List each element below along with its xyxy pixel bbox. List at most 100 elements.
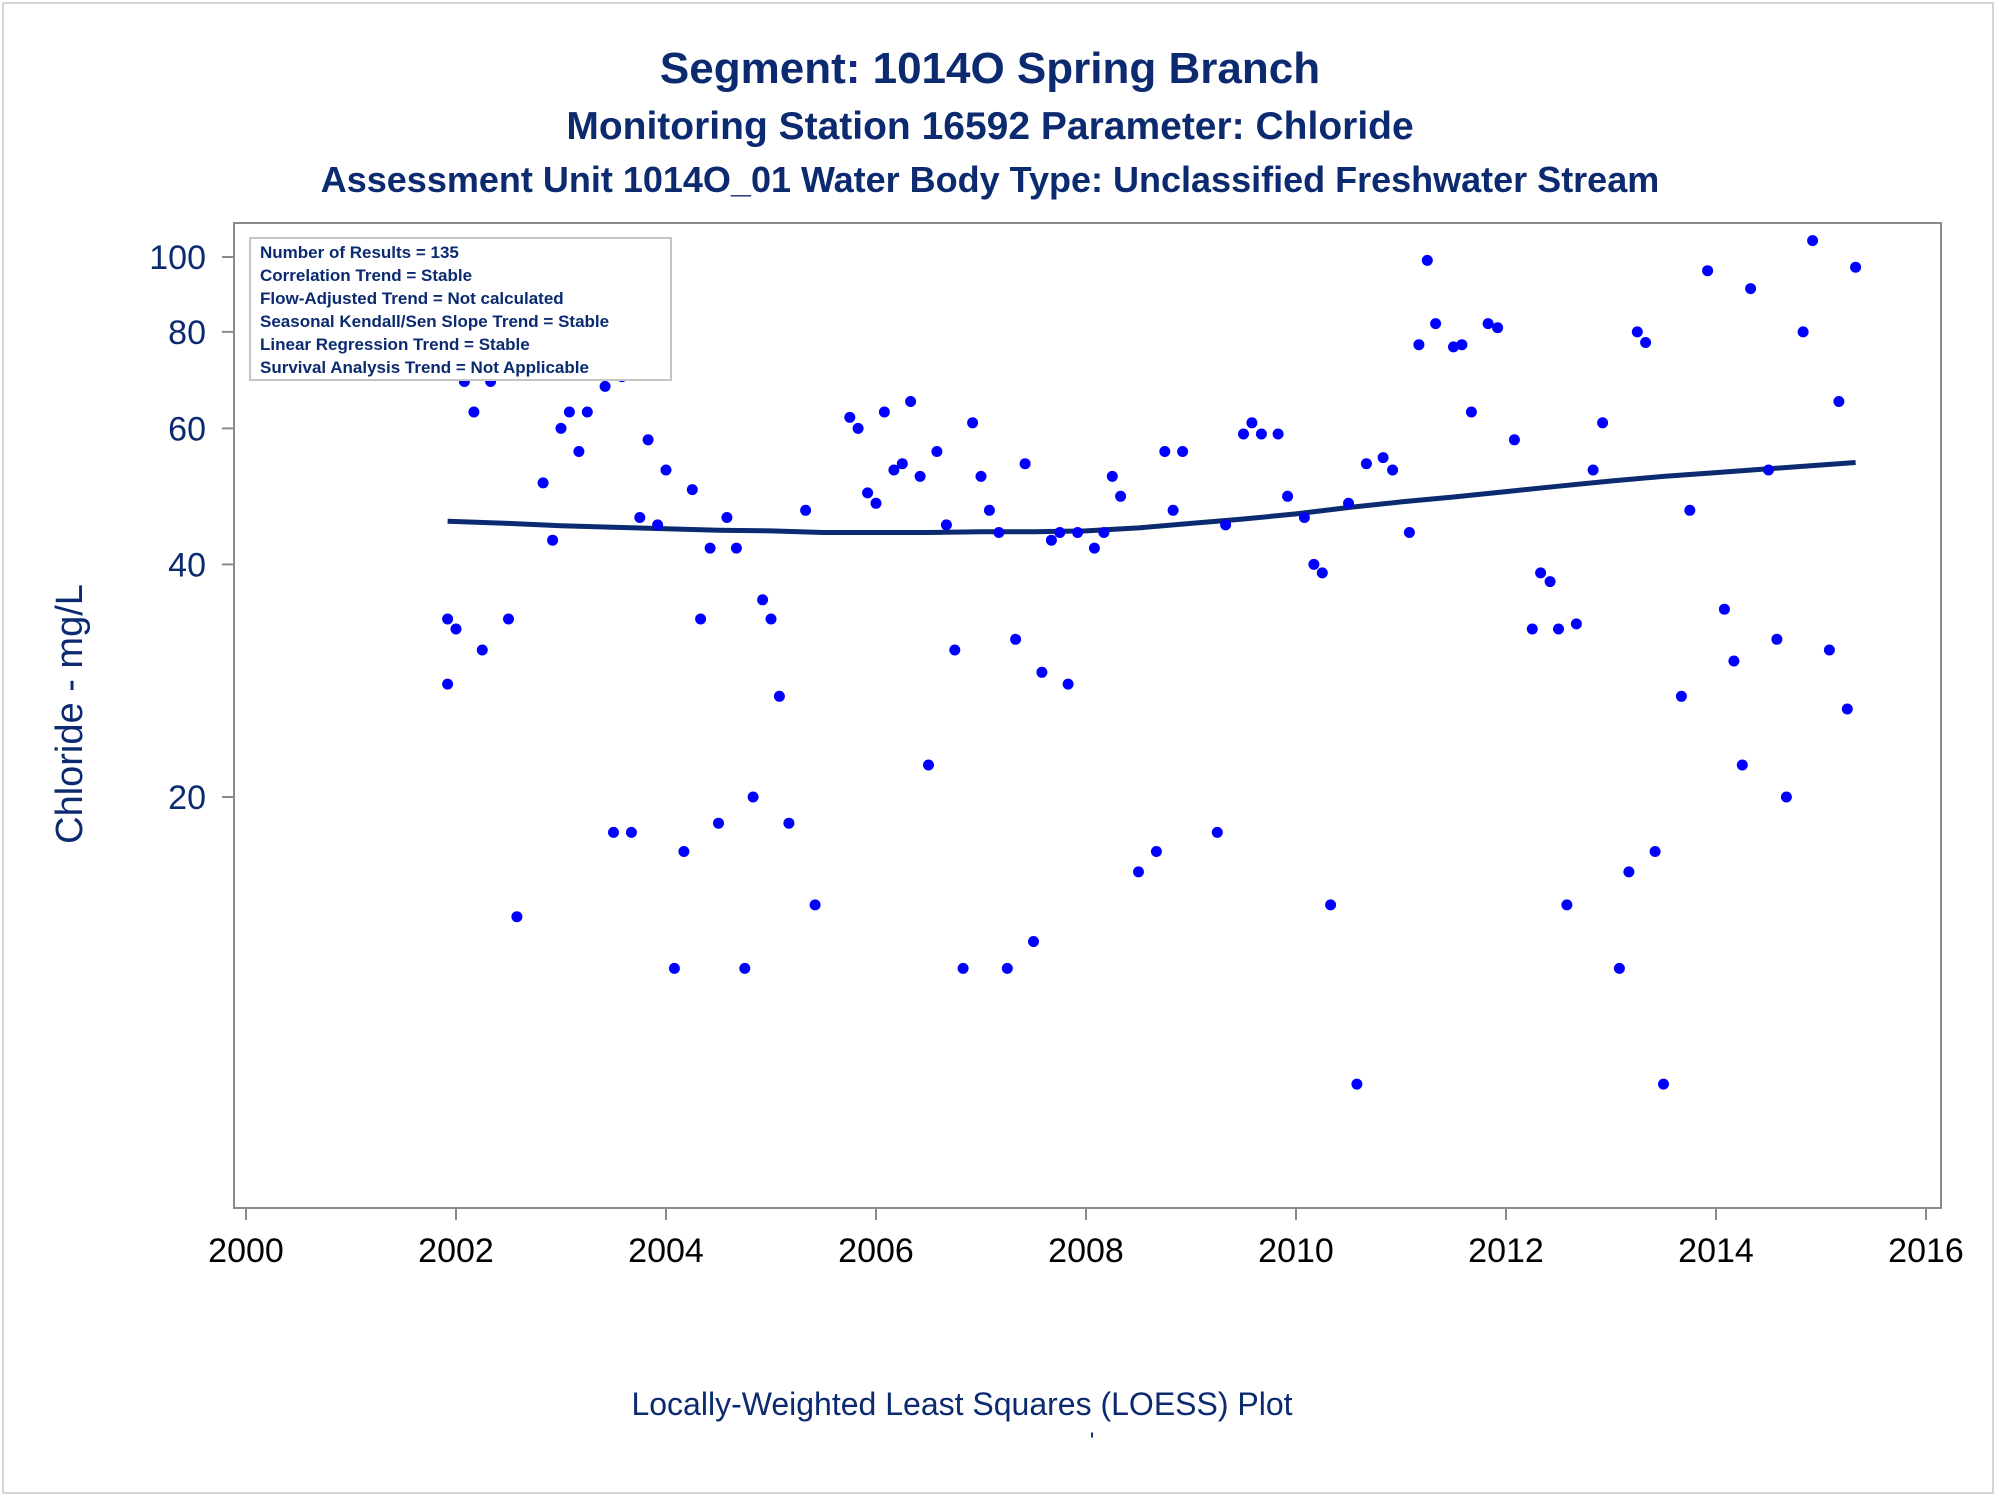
data-point [940,519,952,531]
data-point [1246,417,1258,429]
data-point [537,477,549,489]
data-point [1456,339,1468,351]
data-point [442,678,454,690]
data-point [1159,446,1171,457]
data-point [809,899,821,911]
data-point [1360,458,1372,470]
data-point [503,613,514,625]
data-point [983,504,995,516]
data-point [975,470,987,482]
data-point [678,846,690,857]
data-point [1508,434,1520,446]
data-point [1062,678,1074,690]
data-point [1045,534,1057,546]
data-point [800,504,812,516]
data-point [704,542,716,554]
data-point [1430,318,1442,330]
data-point [852,422,864,434]
chart-title: Segment: 1014O Spring Branch [660,44,1320,93]
data-point [1535,567,1547,579]
x-tick-label: 2000 [208,1232,284,1270]
data-point [1098,527,1110,538]
data-point [1649,846,1661,857]
data-point [442,613,454,625]
data-point [1177,446,1189,457]
data-point [1036,666,1048,678]
data-point [668,962,680,974]
data-point [1272,428,1284,440]
data-point [1351,1078,1363,1090]
data-point [1054,527,1066,538]
data-point [1255,428,1267,440]
data-point [1211,826,1223,838]
data-point [1377,452,1389,464]
data-point [563,406,575,418]
data-point [1718,603,1730,615]
data-point [949,644,961,656]
data-point [1702,265,1714,277]
data-point [1684,504,1696,516]
x-tick-label: 2004 [628,1232,704,1270]
y-axis: 20 40 60 80 100 [149,239,234,817]
data-point [1640,337,1652,348]
stats-box: Number of Results = 135 Correlation Tren… [249,237,672,381]
data-point [1316,567,1328,579]
data-point [1833,396,1845,407]
chart-canvas: Segment: 1014O Spring Branch Monitoring … [49,44,1964,1455]
data-point [1492,322,1504,334]
data-point [1850,261,1862,273]
data-point [1325,899,1337,911]
data-point [1780,791,1792,803]
data-point [878,406,890,418]
data-point [1658,1078,1669,1090]
x-tick-label: 2012 [1468,1232,1544,1270]
data-point [581,406,593,418]
data-point [1631,326,1643,338]
data-point [1001,962,1013,974]
data-point [468,406,480,418]
data-point [1771,633,1783,645]
data-point [1482,318,1494,330]
footnote-mark: ' [1090,1428,1095,1455]
data-point [1526,623,1538,635]
data-point [757,594,769,606]
data-point [1841,703,1853,715]
data-point [993,527,1005,538]
data-point [642,434,654,446]
stats-line-results: Number of Results = 135 [260,243,459,262]
data-point [1623,866,1635,878]
data-point [730,542,742,554]
data-point [634,512,646,523]
data-point [1019,458,1031,470]
data-point [1028,936,1039,947]
data-point [1010,633,1022,645]
data-point [1133,866,1144,878]
data-point [783,817,795,829]
x-tick-label: 2006 [838,1232,914,1270]
data-point [1544,576,1556,588]
data-point [1403,527,1415,538]
data-point [450,623,462,635]
data-point [1387,464,1399,476]
data-point [967,417,979,429]
data-point [1298,512,1310,523]
stats-line-survival: Survival Analysis Trend = Not Applicable [260,358,589,377]
data-point [1238,428,1249,440]
data-point [888,464,900,476]
data-point [896,458,908,470]
data-point [713,817,724,829]
data-point [1613,962,1625,974]
data-point [1308,558,1320,570]
data-point [931,446,943,457]
data-point [1343,497,1354,509]
x-axis: 2000 2002 2004 2006 2008 2010 2012 2014 2016 [208,1208,1964,1270]
data-point [1282,490,1294,502]
data-point [695,613,707,625]
data-point [1448,341,1459,353]
points-layer [442,235,1862,1090]
data-point [1763,464,1774,476]
data-point [1115,490,1127,502]
y-tick-label: 60 [168,410,206,448]
footnote: Locally-Weighted Least Squares (LOESS) P… [631,1386,1292,1422]
